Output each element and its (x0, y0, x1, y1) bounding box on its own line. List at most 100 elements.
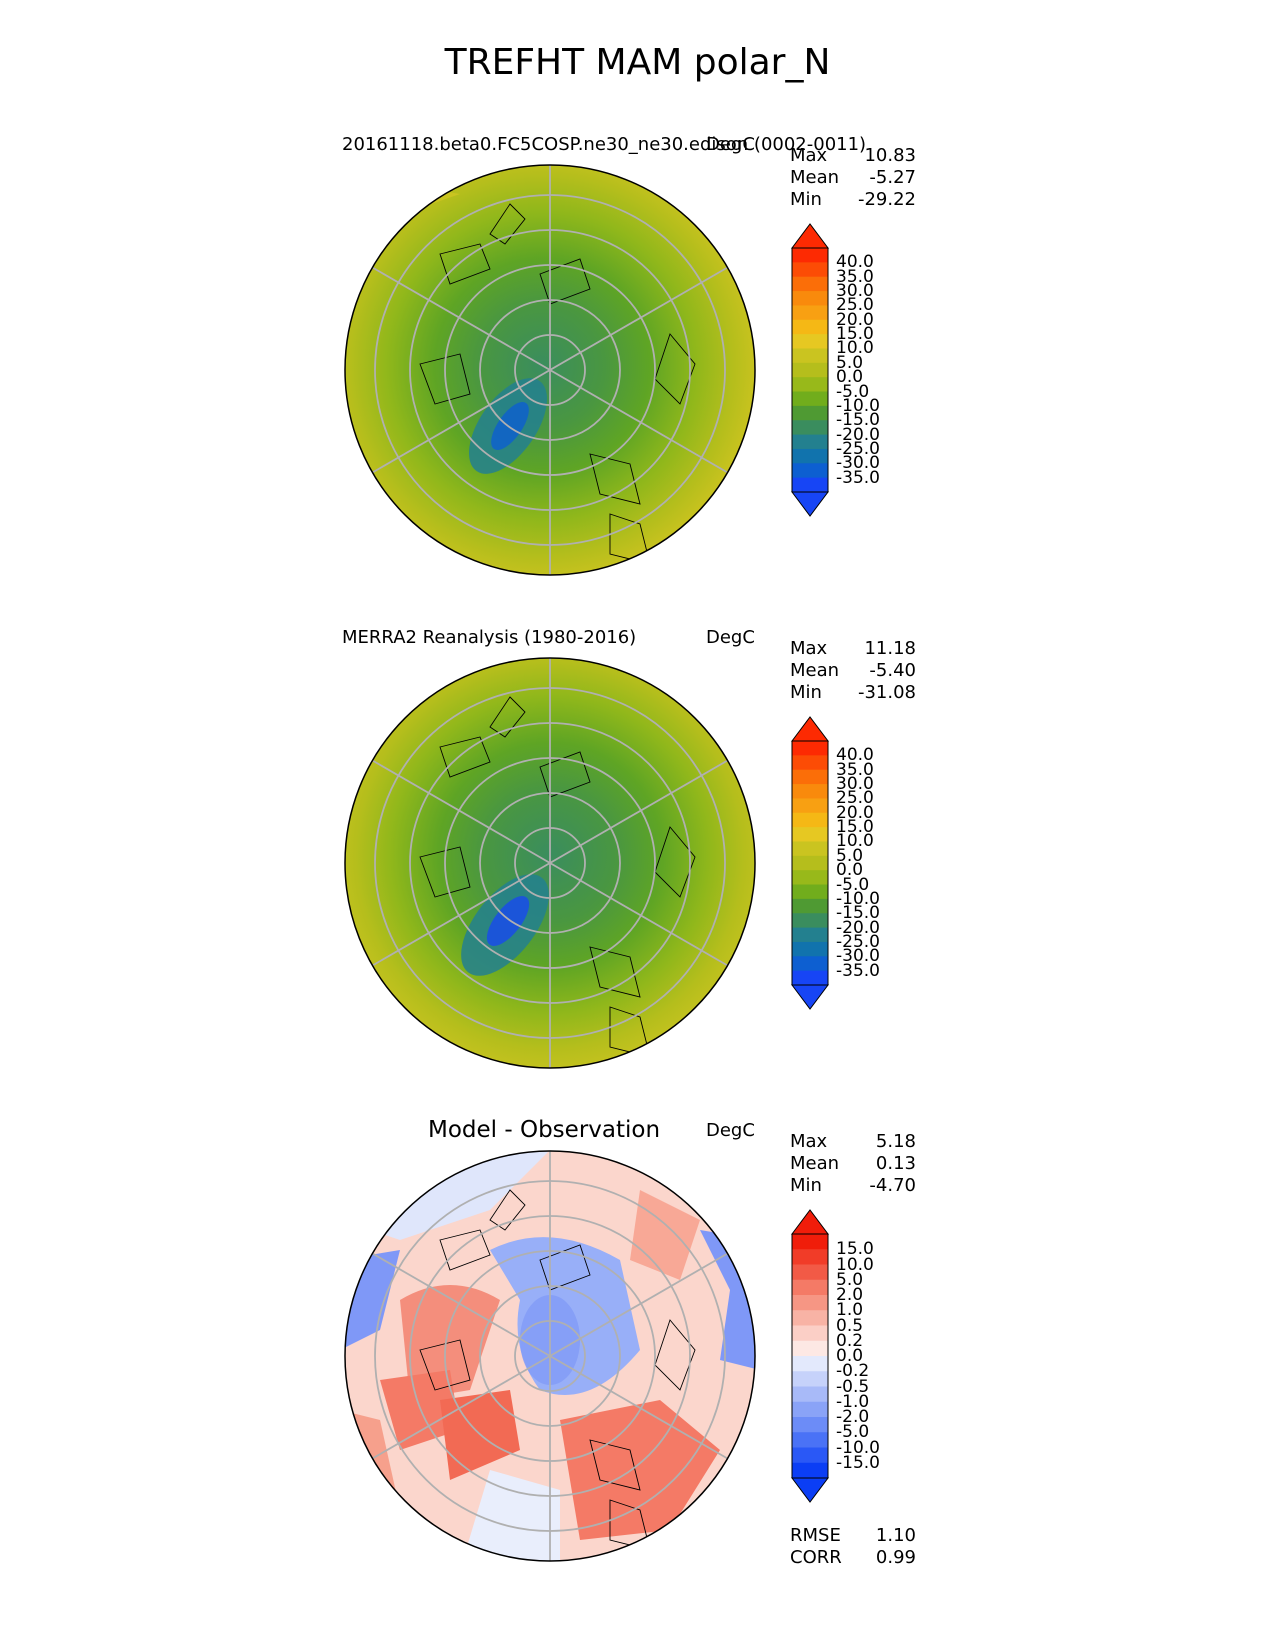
panel-3-rmse-value: 1.10 (875, 1525, 916, 1546)
panel-3-title: Model - Observation (428, 1117, 661, 1143)
colorbar-tick-label: 0.0 (836, 367, 864, 388)
colorbar-tick-label: 20.0 (836, 309, 874, 330)
colorbar-segment (792, 377, 828, 393)
colorbar-segment (792, 1340, 828, 1357)
colorbar-tick-label: 15.0 (836, 817, 874, 838)
colorbar-tick-label: -15.0 (836, 410, 880, 431)
panel-1-units: DegC (706, 134, 755, 155)
panel-2-min-value: -31.08 (857, 682, 916, 703)
panel-2-colorbar (791, 716, 829, 1010)
colorbar-segment (792, 884, 828, 900)
panel-3-polar-map (344, 1150, 756, 1562)
colorbar-tick-label: 40.0 (836, 252, 874, 273)
panel-2-max-label: Max (790, 638, 828, 659)
panel-1-min-label: Min (790, 189, 822, 210)
panel-3-min-value: -4.70 (869, 1175, 916, 1196)
panel-3-colorbar (791, 1209, 829, 1503)
colorbar-tick-label: -25.0 (836, 438, 880, 459)
colorbar-tick-label: -5.0 (836, 1422, 870, 1443)
colorbar-segment (792, 248, 828, 263)
colorbar-tick-label: 25.0 (836, 295, 874, 316)
colorbar-tick-label: 40.0 (836, 745, 874, 766)
panel-1-colorbar (791, 223, 829, 517)
colorbar-segment (792, 262, 828, 278)
colorbar-segment (792, 291, 828, 306)
colorbar-tick-label: -35.0 (836, 467, 880, 488)
colorbar-tick-label: -2.0 (836, 1407, 870, 1427)
colorbar-segment (792, 784, 828, 799)
panel-3-corr-label: CORR (790, 1547, 842, 1568)
panel-1-title: 20161118.beta0.FC5COSP.ne30_ne30.edison … (342, 134, 867, 155)
colorbar-tick-label: 0.0 (836, 1346, 864, 1366)
colorbar-segment (792, 913, 828, 929)
colorbar-tick-label: 10.0 (836, 1254, 874, 1275)
colorbar-tick-label: 2.0 (836, 1285, 864, 1305)
panel-1-mean-value: -5.27 (869, 167, 916, 188)
colorbar-segment (792, 1249, 828, 1265)
colorbar-tick-label: 5.0 (836, 1269, 864, 1290)
colorbar-segment (792, 827, 828, 842)
panel-2-units: DegC (706, 627, 755, 648)
colorbar-segment (792, 348, 828, 364)
colorbar-tick-label: 15.0 (836, 324, 874, 345)
colorbar-tick-label: 25.0 (836, 788, 874, 809)
colorbar-segment (792, 391, 828, 407)
colorbar-segment (792, 941, 828, 957)
colorbar-tick-label: 5.0 (836, 845, 864, 866)
colorbar-tick-label: 30.0 (836, 774, 874, 795)
colorbar-segment (792, 1325, 828, 1342)
colorbar-extend-min (791, 1477, 829, 1503)
panel-3-coastlines (419, 1189, 696, 1551)
panel-3-max-value: 5.18 (875, 1131, 916, 1152)
colorbar-segment (792, 841, 828, 857)
panel-3-corr-value: 0.99 (875, 1547, 916, 1568)
colorbar-segment (792, 855, 828, 871)
colorbar-segment (792, 434, 828, 450)
colorbar-segment (792, 405, 828, 421)
panel-2-coastlines (419, 696, 696, 1058)
colorbar-segment (792, 927, 828, 943)
colorbar-tick-label: 10.0 (836, 831, 874, 852)
colorbar-tick-label: -30.0 (836, 453, 880, 474)
panel-2-min-label: Min (790, 682, 822, 703)
colorbar-tick-label: 1.0 (836, 1300, 864, 1321)
colorbar-segment (792, 1279, 828, 1296)
colorbar-segment (792, 741, 828, 756)
colorbar-tick-label: 0.5 (836, 1315, 864, 1336)
colorbar-segment (792, 956, 828, 972)
colorbar-segment (792, 1234, 828, 1250)
colorbar-segment (792, 769, 828, 785)
panel-3-mean-label: Mean (790, 1153, 840, 1174)
colorbar-segment (792, 970, 828, 986)
colorbar-segment (792, 1295, 828, 1311)
colorbar-tick-label: -25.0 (836, 931, 880, 952)
colorbar-tick-label: -20.0 (836, 917, 880, 938)
colorbar-tick-label: 20.0 (836, 802, 874, 823)
panel-1-max-value: 10.83 (864, 145, 916, 166)
colorbar-segment (792, 1432, 828, 1448)
panel-3-rmse-label: RMSE (790, 1525, 841, 1546)
colorbar-tick-label: -5.0 (836, 381, 870, 402)
panel-1-max-label: Max (790, 145, 828, 166)
colorbar-tick-label: -10.0 (836, 395, 880, 416)
colorbar-segment (792, 1264, 828, 1281)
colorbar-segment (792, 334, 828, 349)
panel-1-polar-map (344, 164, 756, 576)
colorbar-segment (792, 319, 828, 335)
colorbar-segment (792, 463, 828, 479)
colorbar-tick-label: -1.0 (836, 1391, 870, 1412)
colorbar-tick-label: 30.0 (836, 281, 874, 302)
panel-3-units: DegC (706, 1120, 755, 1141)
colorbar-segment (792, 898, 828, 914)
colorbar-extend-max (791, 223, 829, 249)
panel-2-mean-value: -5.40 (869, 660, 916, 681)
panel-3-min-label: Min (790, 1175, 822, 1196)
colorbar-segment (792, 420, 828, 436)
colorbar-tick-label: -30.0 (836, 946, 880, 967)
colorbar-extend-min (791, 491, 829, 517)
panel-3-mean-value: 0.13 (875, 1153, 916, 1174)
colorbar-segment (792, 870, 828, 886)
colorbar-tick-label: -0.2 (836, 1361, 870, 1382)
colorbar-segment (792, 362, 828, 378)
colorbar-segment (792, 1371, 828, 1387)
